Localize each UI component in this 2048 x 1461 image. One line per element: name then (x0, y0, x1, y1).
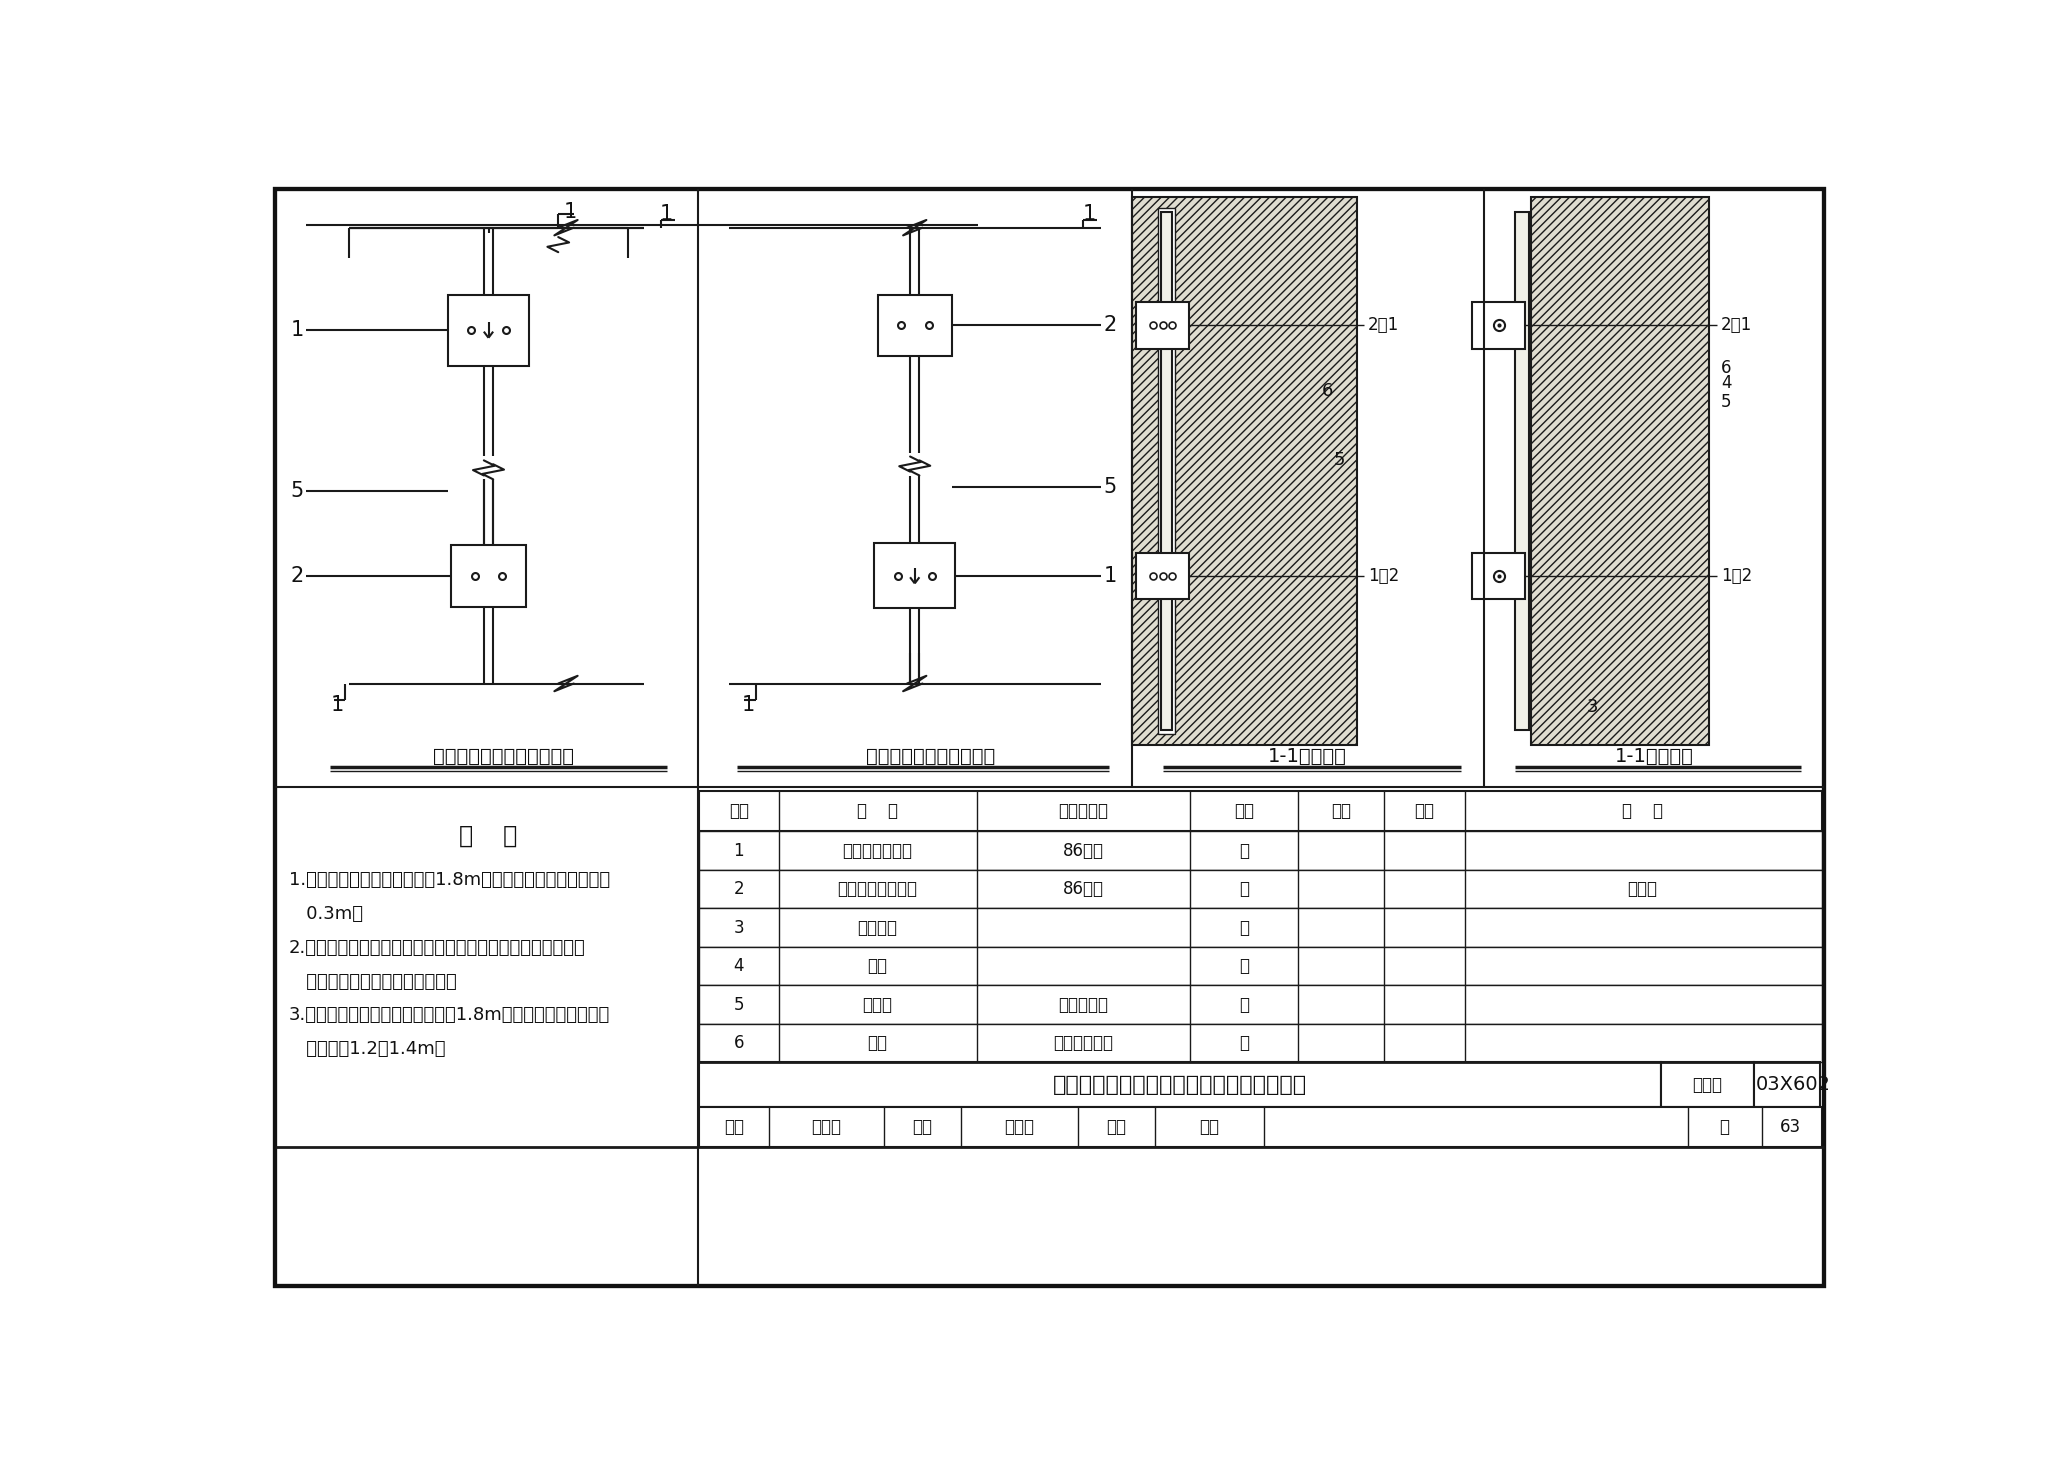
Text: 5: 5 (1104, 478, 1116, 497)
Text: 米: 米 (1239, 995, 1249, 1014)
Text: 水泥钢钉: 水泥钢钉 (858, 919, 897, 937)
Text: 个: 个 (1239, 880, 1249, 899)
Text: 校对: 校对 (913, 1118, 932, 1137)
Bar (1137, 302, 1190, 349)
Text: 页: 页 (1720, 1118, 1731, 1137)
Bar (698, 1107, 1823, 1147)
Text: 3: 3 (733, 919, 743, 937)
Text: 金属盒: 金属盒 (1628, 880, 1657, 899)
Bar (1157, 209, 1176, 733)
Text: 与保护管配套: 与保护管配套 (1053, 1034, 1112, 1052)
Bar (1161, 212, 1171, 729)
Text: 4: 4 (1720, 374, 1731, 392)
Text: 个: 个 (1239, 842, 1249, 859)
Text: 1: 1 (733, 842, 743, 859)
Bar (1516, 212, 1528, 729)
Text: 6: 6 (1720, 359, 1731, 377)
Text: 对面，且中间不应有遮挡物体。: 对面，且中间不应有遮挡物体。 (289, 973, 457, 991)
Text: 个: 个 (1239, 957, 1249, 974)
Bar (1661, 1062, 1753, 1107)
Bar (451, 545, 526, 606)
Bar (874, 543, 954, 608)
Text: 护口: 护口 (868, 1034, 887, 1052)
Text: 2: 2 (733, 880, 743, 899)
Text: 见工程设计: 见工程设计 (1059, 995, 1108, 1014)
Text: 电源控制器接线盒: 电源控制器接线盒 (838, 880, 918, 899)
Bar (877, 295, 952, 356)
Text: 朱立彤: 朱立彤 (1004, 1118, 1034, 1137)
Text: 5: 5 (733, 995, 743, 1014)
Text: 2: 2 (1104, 316, 1116, 336)
Bar (698, 947, 1823, 985)
Text: 2或1: 2或1 (1368, 317, 1399, 335)
Text: 孙兰: 孙兰 (1200, 1118, 1219, 1137)
Text: 6: 6 (733, 1034, 743, 1052)
Text: 电源插座接线盒: 电源插座接线盒 (842, 842, 913, 859)
Text: 1: 1 (659, 205, 674, 224)
Text: 数量: 数量 (1331, 802, 1352, 820)
Text: 2或1: 2或1 (1720, 317, 1751, 335)
Text: 编号: 编号 (729, 802, 750, 820)
Text: 设计: 设计 (1106, 1118, 1126, 1137)
Text: 03X602: 03X602 (1755, 1075, 1831, 1094)
Text: 1: 1 (330, 695, 344, 714)
Bar (698, 1062, 1661, 1107)
Text: 3: 3 (1587, 697, 1599, 716)
Text: 保护管: 保护管 (862, 995, 893, 1014)
Bar (1137, 552, 1190, 599)
Bar (698, 909, 1823, 947)
Text: 备    注: 备 注 (1622, 802, 1663, 820)
Text: 图集号: 图集号 (1692, 1075, 1722, 1094)
Text: 1: 1 (563, 202, 575, 222)
Text: 落地柜式空调控制盒安装: 落地柜式空调控制盒安装 (866, 747, 995, 766)
Bar (1530, 197, 1710, 745)
Text: 个: 个 (1239, 919, 1249, 937)
Text: 李雪佩: 李雪佩 (811, 1118, 842, 1137)
Text: 63: 63 (1780, 1118, 1800, 1137)
Text: 4: 4 (733, 957, 743, 974)
Bar (1753, 1062, 1821, 1107)
Text: 1: 1 (1083, 205, 1096, 224)
Bar (1133, 197, 1356, 745)
Text: 6: 6 (1321, 381, 1333, 400)
Bar (698, 1024, 1823, 1062)
Text: 2.具有红外遥控功能的空调机控制器接线盒应安装在空调机的: 2.具有红外遥控功能的空调机控制器接线盒应安装在空调机的 (289, 938, 586, 957)
Text: 86系列: 86系列 (1063, 842, 1104, 859)
Bar (698, 792, 1823, 831)
Text: 页次: 页次 (1413, 802, 1434, 820)
Text: 空调机控制器与电源插座接线盒的安装方式: 空调机控制器与电源插座接线盒的安装方式 (1053, 1075, 1307, 1094)
Text: 5: 5 (1720, 393, 1731, 412)
Text: 1.壁挂式空调机电源插座距地1.8m，柜式空调机电源插座距地: 1.壁挂式空调机电源插座距地1.8m，柜式空调机电源插座距地 (289, 871, 610, 888)
Text: 螺钉: 螺钉 (868, 957, 887, 974)
Text: 单位: 单位 (1235, 802, 1253, 820)
Bar (449, 295, 528, 367)
Text: 86系列: 86系列 (1063, 880, 1104, 899)
Bar (1473, 302, 1526, 349)
Text: 2: 2 (291, 565, 303, 586)
Text: 名    称: 名 称 (856, 802, 899, 820)
Text: 1: 1 (741, 695, 756, 714)
Text: 0.3m。: 0.3m。 (289, 904, 362, 923)
Text: 1-1（明装）: 1-1（明装） (1614, 747, 1694, 766)
Text: 5: 5 (1333, 451, 1346, 469)
Text: 型号及规格: 型号及规格 (1059, 802, 1108, 820)
Text: 审核: 审核 (725, 1118, 743, 1137)
Bar (698, 831, 1823, 869)
Text: 1或2: 1或2 (1368, 567, 1399, 584)
Text: 1或2: 1或2 (1720, 567, 1751, 584)
Bar (698, 985, 1823, 1024)
Text: 线盒距地1.2～1.4m。: 线盒距地1.2～1.4m。 (289, 1040, 444, 1058)
Text: 5: 5 (291, 481, 303, 501)
Text: 3.壁挂式空调机控制器接线盒距地1.8m，柜式空调机控制器接: 3.壁挂式空调机控制器接线盒距地1.8m，柜式空调机控制器接 (289, 1007, 610, 1024)
Text: 1: 1 (291, 320, 303, 340)
Text: 普通壁挂式空调控制盒安装: 普通壁挂式空调控制盒安装 (434, 747, 575, 766)
Text: 1-1（暗装）: 1-1（暗装） (1268, 747, 1348, 766)
Text: 1: 1 (1104, 565, 1116, 586)
Bar (698, 869, 1823, 909)
Text: 说    明: 说 明 (459, 824, 518, 847)
Bar (1473, 552, 1526, 599)
Text: 个: 个 (1239, 1034, 1249, 1052)
